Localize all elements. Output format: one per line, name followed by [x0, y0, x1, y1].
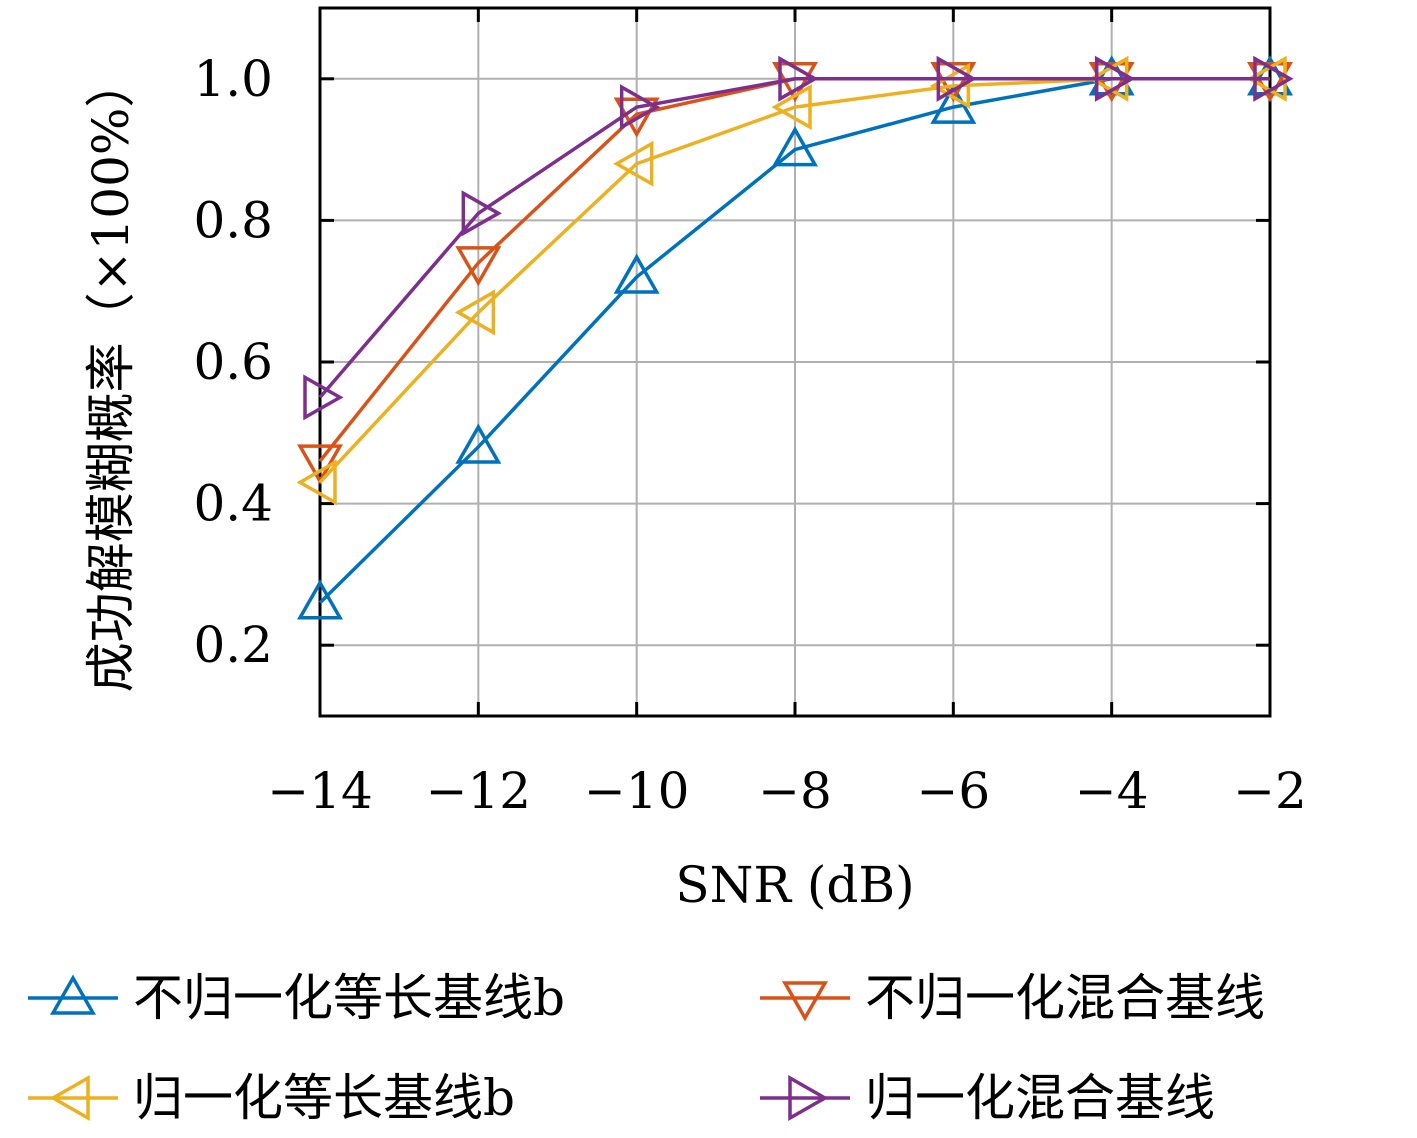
data-point [455, 423, 502, 464]
data-point [929, 62, 971, 109]
data-point [454, 289, 496, 336]
legend-item: 不归一化混合基线 [760, 969, 1265, 1027]
x-tick-label: −2 [1233, 762, 1307, 820]
legend-label: 不归一化混合基线 [865, 969, 1265, 1027]
x-tick-label: −12 [426, 762, 532, 820]
data-point [619, 84, 661, 131]
data-point [1246, 55, 1287, 102]
y-tick-label: 1.0 [193, 50, 273, 108]
data-point [778, 55, 819, 102]
y-tick-label: 0.4 [193, 475, 273, 533]
legend-marker [788, 1074, 829, 1122]
data-point [1094, 55, 1136, 102]
legend-marker [781, 981, 829, 1022]
x-axis-tick-labels: −14 −12 −10 −8 −6 −4 −2 [267, 762, 1307, 820]
legend-marker [49, 1074, 90, 1122]
x-tick-label: −6 [916, 762, 990, 820]
data-point [455, 246, 502, 287]
legend-label: 归一化混合基线 [865, 1069, 1215, 1127]
x-tick-label: −14 [267, 762, 373, 820]
data-point [771, 126, 819, 167]
data-point [296, 579, 344, 620]
legend-label: 归一化等长基线b [133, 1069, 515, 1127]
data-point [1246, 55, 1294, 96]
y-axis-tick-labels: 0.2 0.4 0.6 0.8 1.0 [193, 50, 273, 674]
series-line [318, 77, 1270, 399]
y-axis-label: 成功解模糊概率（×100%） [82, 58, 140, 693]
data-point [613, 140, 654, 187]
data-series [296, 55, 1294, 620]
data-point [1088, 62, 1135, 103]
legend-item: 不归一化等长基线b [28, 969, 565, 1027]
x-tick-label: −4 [1075, 762, 1149, 820]
axis-ticks [318, 8, 1272, 716]
data-point [1246, 62, 1294, 103]
data-point [613, 97, 660, 138]
y-tick-label: 0.2 [193, 616, 273, 674]
data-point [461, 190, 502, 237]
legend-item: 归一化混合基线 [760, 1069, 1215, 1127]
data-point [771, 84, 812, 131]
legend-marker [49, 974, 97, 1015]
legend-label: 不归一化等长基线b [133, 969, 565, 1027]
y-tick-label: 0.6 [193, 333, 273, 391]
legend-item: 归一化等长基线b [28, 1069, 515, 1127]
y-tick-label: 0.8 [193, 191, 273, 249]
data-point [936, 55, 977, 102]
x-tick-label: −10 [584, 762, 690, 820]
series-3 [296, 55, 1287, 506]
x-axis-label: SNR (dB) [675, 856, 914, 914]
data-point [303, 374, 344, 421]
data-point [1253, 55, 1294, 102]
data-point [296, 459, 337, 506]
grid-lines [319, 8, 1271, 716]
x-tick-label: −8 [758, 762, 832, 820]
series-4 [303, 55, 1294, 421]
data-point [613, 253, 660, 294]
data-point [1088, 55, 1135, 96]
